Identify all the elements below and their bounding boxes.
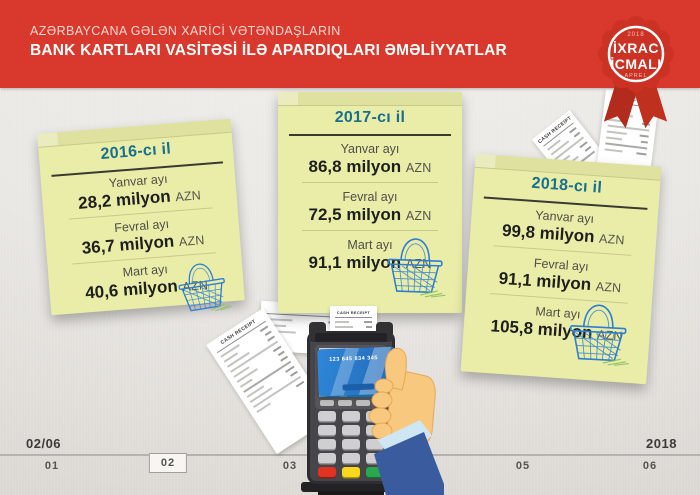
timeline-tick-01: 01 (44, 460, 60, 472)
shopping-basket-icon (554, 296, 641, 368)
terminal-stand (318, 491, 384, 495)
pos-key (318, 411, 336, 421)
timeline-tick-05: 05 (515, 460, 531, 472)
month-label: Fevral ayı (342, 190, 398, 204)
pos-key (342, 453, 360, 463)
currency-label: AZN (598, 231, 626, 248)
currency-label: AZN (405, 161, 432, 175)
month-block: Fevral ayı 72,5 milyon AZN (278, 184, 462, 229)
badge-year-label: 2018 (627, 32, 645, 38)
shopping-basket-icon (158, 252, 246, 320)
pos-key (318, 439, 336, 449)
badge-title-line1: İXRAC (612, 40, 660, 56)
currency-label: AZN (178, 233, 206, 250)
month-block: Mart ayı 91,1 milyon AZN (278, 232, 462, 277)
pos-key (318, 425, 336, 435)
header: AZƏRBAYCANA GƏLƏN XARİCİ VƏTƏNDAŞLARIN B… (0, 0, 700, 88)
rosette-seal-icon (598, 16, 674, 92)
currency-label: AZN (174, 188, 202, 205)
enter-key (366, 467, 384, 477)
finger (374, 378, 394, 394)
cancel-key (318, 467, 336, 477)
title-underline (289, 134, 451, 136)
badge-title-line2: İCMALI (610, 56, 662, 72)
terminal-base (301, 482, 401, 492)
hand-holding-card (368, 338, 444, 495)
pos-key (366, 439, 384, 449)
thumb (385, 347, 407, 391)
header-title: BANK KARTLARI VASİTƏSİ İLƏ APARDIQLARI Ə… (30, 42, 507, 59)
printer-slot (315, 333, 387, 342)
currency-label: AZN (595, 279, 622, 296)
pos-key (342, 439, 360, 449)
timeline-tick-03: 03 (282, 460, 298, 472)
month-value: 91,1 milyon (308, 253, 402, 272)
badge-month-label: APREL (624, 73, 648, 79)
month-block: Yanvar ayı 86,8 milyon AZN (278, 136, 462, 181)
timeline-tick-06: 06 (642, 460, 658, 472)
finger (371, 391, 393, 409)
month-label: Yanvar ayı (340, 142, 400, 156)
timeline-tick-02-active: 02 (148, 453, 188, 473)
month-label: Mart ayı (347, 238, 393, 252)
award-badge: 2018 İXRAC İCMALI APREL (596, 12, 676, 124)
pos-key (342, 411, 360, 421)
pos-key (318, 453, 336, 463)
jacket-sleeve (374, 432, 444, 495)
function-key (356, 400, 370, 406)
clear-key (342, 467, 360, 477)
note-2017: 2017-cı il Yanvar ayı 86,8 milyon AZN Fe… (278, 92, 462, 313)
timeline-year-label: 2018 (646, 436, 677, 451)
header-subtitle: AZƏRBAYCANA GƏLƏN XARİCİ VƏTƏNDAŞLARIN (30, 24, 341, 38)
shopping-basket-icon (373, 231, 457, 300)
function-key (320, 400, 334, 406)
currency-label: AZN (405, 209, 432, 223)
month-value: 86,8 milyon (308, 157, 402, 176)
month-value: 72,5 milyon (308, 205, 402, 224)
timeline-progress-label: 02/06 (26, 436, 62, 451)
pos-key (366, 453, 384, 463)
note-year-title: 2017-cı il (334, 109, 406, 126)
finger (368, 407, 392, 425)
function-key (338, 400, 352, 406)
receipt-title: CASH RECEIPT (336, 310, 371, 315)
pos-key (342, 425, 360, 435)
